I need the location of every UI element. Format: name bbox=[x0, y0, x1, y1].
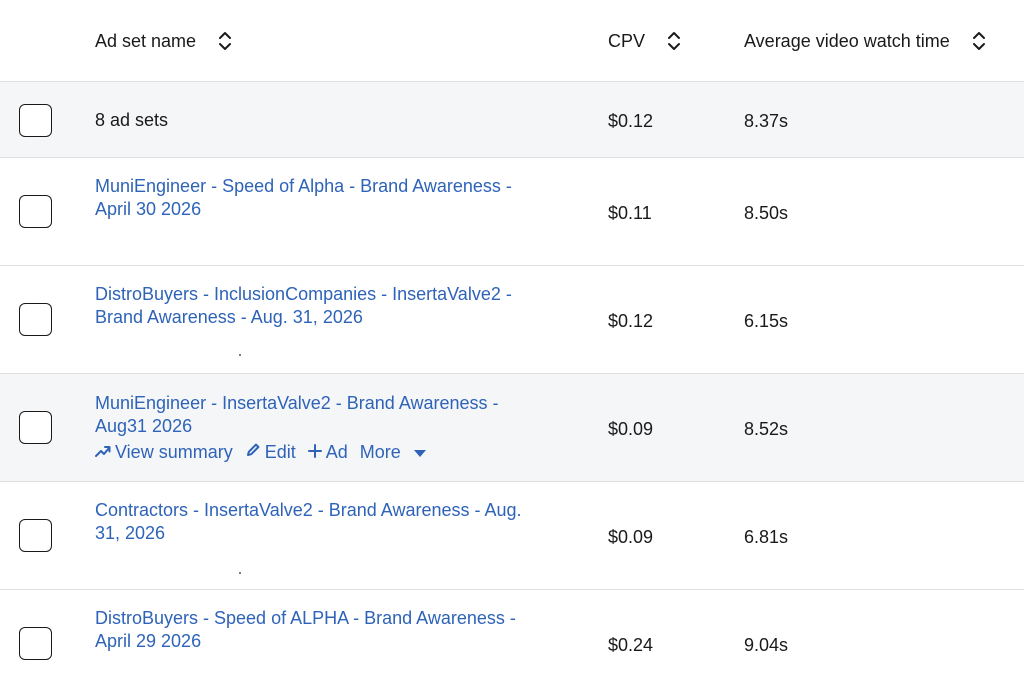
more-dropdown[interactable]: More bbox=[360, 442, 427, 463]
row-cpv: $0.12 bbox=[608, 311, 654, 331]
add-ad-label: Ad bbox=[325, 442, 348, 462]
ad-set-name-link[interactable]: Contractors - InsertaValve2 - Brand Awar… bbox=[95, 500, 522, 543]
row-actions: View summary Edit Ad More bbox=[95, 442, 545, 463]
plus-icon bbox=[307, 442, 322, 463]
table-row: DistroBuyers - InclusionCompanies - Inse… bbox=[0, 266, 1024, 374]
edit-button[interactable]: Edit bbox=[245, 442, 296, 463]
column-header-ad-set-name[interactable]: Ad set name bbox=[95, 0, 232, 82]
column-header-average-video-watch-time[interactable]: Average video watch time bbox=[744, 0, 986, 82]
table-row: MuniEngineer - InsertaValve2 - Brand Awa… bbox=[0, 374, 1024, 482]
view-summary-button[interactable]: View summary bbox=[95, 442, 233, 463]
loading-dot bbox=[239, 354, 241, 356]
summary-watch-time: 8.37s bbox=[744, 111, 789, 131]
ad-set-name-link[interactable]: DistroBuyers - InclusionCompanies - Inse… bbox=[95, 284, 512, 327]
summary-name-cell: 8 ad sets bbox=[95, 110, 545, 131]
ad-set-name-cell: MuniEngineer - Speed of Alpha - Brand Aw… bbox=[95, 175, 545, 221]
row-cpv: $0.11 bbox=[608, 203, 652, 223]
more-label: More bbox=[359, 442, 401, 462]
row-cpv: $0.09 bbox=[608, 527, 654, 547]
column-header-cpv[interactable]: CPV bbox=[608, 0, 681, 82]
select-all-checkbox[interactable] bbox=[19, 104, 52, 137]
add-ad-button[interactable]: Ad bbox=[307, 442, 348, 463]
caret-down-icon bbox=[413, 442, 427, 463]
column-header-label: CPV bbox=[608, 30, 646, 51]
table-row: MuniEngineer - Speed of Alpha - Brand Aw… bbox=[0, 158, 1024, 266]
row-checkbox[interactable] bbox=[19, 627, 52, 660]
row-watch-time: 8.50s bbox=[744, 203, 789, 223]
pencil-icon bbox=[245, 442, 261, 463]
row-watch-time: 6.15s bbox=[744, 311, 789, 331]
table-row: Contractors - InsertaValve2 - Brand Awar… bbox=[0, 482, 1024, 590]
ad-set-name-cell: Contractors - InsertaValve2 - Brand Awar… bbox=[95, 499, 545, 545]
row-watch-time: 8.52s bbox=[744, 419, 789, 439]
sort-updown-icon[interactable] bbox=[667, 30, 681, 52]
column-header-label: Ad set name bbox=[95, 30, 197, 51]
row-cpv: $0.09 bbox=[608, 419, 654, 439]
row-watch-time: 9.04s bbox=[744, 635, 789, 655]
ad-set-name-link[interactable]: MuniEngineer - Speed of Alpha - Brand Aw… bbox=[95, 176, 512, 219]
row-checkbox[interactable] bbox=[19, 195, 52, 228]
loading-dot bbox=[239, 572, 241, 574]
trend-up-icon bbox=[95, 442, 111, 463]
column-header-label: Average video watch time bbox=[744, 30, 950, 51]
ad-set-name-link[interactable]: DistroBuyers - Speed of ALPHA - Brand Aw… bbox=[95, 608, 516, 651]
edit-label: Edit bbox=[264, 442, 296, 462]
row-checkbox[interactable] bbox=[19, 303, 52, 336]
summary-cpv: $0.12 bbox=[608, 111, 654, 131]
view-summary-label: View summary bbox=[115, 442, 233, 462]
ad-set-count: 8 ad sets bbox=[95, 110, 169, 130]
row-checkbox[interactable] bbox=[19, 411, 52, 444]
ad-set-name-cell: DistroBuyers - InclusionCompanies - Inse… bbox=[95, 283, 545, 329]
sort-updown-icon[interactable] bbox=[972, 30, 986, 52]
sort-updown-icon[interactable] bbox=[218, 30, 232, 52]
table-header: Ad set name CPV Average video watch time bbox=[0, 0, 1024, 82]
ad-set-name-link[interactable]: MuniEngineer - InsertaValve2 - Brand Awa… bbox=[95, 393, 499, 436]
row-cpv: $0.24 bbox=[608, 635, 654, 655]
table-row: DistroBuyers - Speed of ALPHA - Brand Aw… bbox=[0, 590, 1024, 690]
ad-set-name-cell: DistroBuyers - Speed of ALPHA - Brand Aw… bbox=[95, 607, 545, 653]
row-watch-time: 6.81s bbox=[744, 527, 789, 547]
ad-set-name-cell: MuniEngineer - InsertaValve2 - Brand Awa… bbox=[95, 392, 545, 463]
row-checkbox[interactable] bbox=[19, 519, 52, 552]
summary-row: 8 ad sets $0.12 8.37s bbox=[0, 82, 1024, 158]
